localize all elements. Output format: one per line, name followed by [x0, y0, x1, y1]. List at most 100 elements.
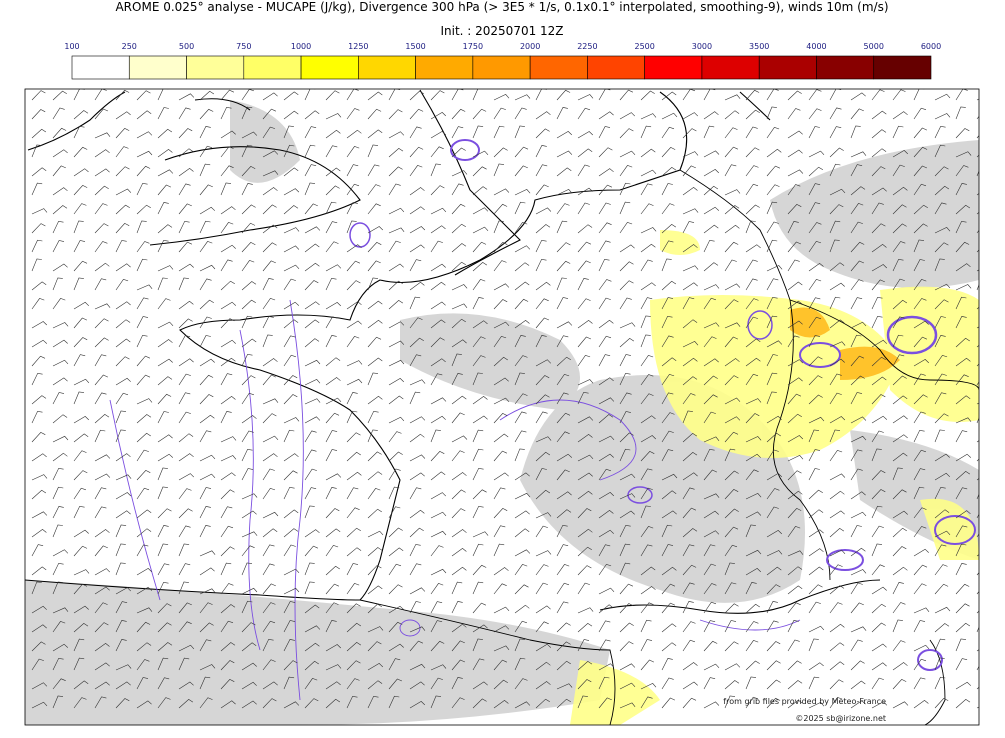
colorbar-tick-label: 1000: [291, 42, 311, 51]
wind-barb: [430, 545, 444, 557]
wind-barb: [52, 205, 68, 215]
wind-barb: [829, 642, 845, 652]
wind-barb: [52, 549, 69, 557]
wind-barb: [850, 416, 867, 424]
wind-barb: [241, 242, 256, 253]
wind-barb: [514, 549, 531, 557]
wind-barb: [115, 681, 131, 690]
wind-barb: [472, 467, 484, 481]
colorbar-segment: [529, 55, 588, 80]
wind-barb: [955, 430, 968, 443]
wind-barb: [241, 510, 257, 519]
wind-barb: [157, 603, 172, 614]
wind-barb: [640, 113, 657, 120]
wind-barb: [514, 678, 528, 690]
wind-barb: [430, 677, 443, 690]
wind-barb: [913, 677, 926, 690]
wind-barb: [703, 436, 720, 443]
wind-barb: [892, 111, 908, 120]
wind-barb: [787, 639, 800, 652]
wind-barb: [136, 470, 151, 481]
wind-barb: [262, 583, 276, 595]
wind-barb: [52, 452, 68, 462]
wind-barb: [115, 474, 132, 481]
wind-barb: [577, 546, 592, 557]
wind-barb: [913, 644, 930, 652]
wind-barb: [556, 321, 573, 329]
wind-barb: [178, 168, 194, 177]
wind-barb: [787, 620, 799, 633]
wind-barb: [808, 335, 821, 348]
wind-barb: [556, 150, 573, 158]
wind-barb: [682, 697, 697, 709]
wind-barb: [682, 128, 697, 139]
wind-barb: [262, 278, 274, 291]
wind-barb: [493, 645, 510, 652]
wind-barb: [283, 144, 295, 158]
wind-barb: [220, 546, 235, 557]
wind-barb: [640, 586, 656, 595]
colorbar-segment: [644, 55, 703, 80]
wind-barb: [766, 126, 780, 139]
wind-barb: [94, 354, 107, 367]
wind-barb: [31, 474, 48, 481]
wind-barb: [262, 297, 276, 310]
wind-barb: [241, 531, 258, 538]
wind-barb: [178, 392, 191, 405]
wind-barb: [241, 299, 256, 310]
wind-barb: [787, 335, 800, 348]
wind-barb: [409, 146, 424, 158]
wind-barb: [598, 435, 615, 443]
wind-barb: [598, 279, 612, 291]
wind-barb: [871, 296, 883, 310]
wind-barb: [325, 583, 340, 595]
wind-barb: [493, 700, 509, 709]
wind-barb: [451, 89, 464, 101]
wind-barb: [850, 547, 866, 557]
wind-barb: [199, 454, 216, 462]
wind-barb: [661, 297, 674, 310]
wind-barb: [724, 680, 740, 690]
wind-barb: [703, 663, 720, 671]
wind-barb: [220, 318, 235, 329]
wind-barb: [304, 487, 317, 500]
wind-barb: [220, 472, 236, 481]
wind-barb: [955, 151, 972, 158]
wind-barb: [892, 452, 908, 462]
colorbar-tick-label: 4000: [806, 42, 826, 51]
wind-barb: [661, 524, 673, 538]
wind-barb: [73, 569, 90, 576]
wind-barb: [157, 376, 173, 386]
wind-barb: [346, 695, 358, 709]
wind-barb: [220, 244, 236, 253]
wind-barb: [346, 378, 363, 386]
wind-barb: [346, 320, 362, 329]
wind-barb: [745, 640, 759, 652]
wind-barb: [493, 543, 505, 557]
wind-barb: [724, 146, 739, 158]
wind-barb: [472, 226, 489, 234]
wind-barb: [388, 183, 401, 196]
wind-barb: [787, 221, 799, 234]
colorbar-tick-label: 5000: [864, 42, 884, 51]
wind-barb: [430, 281, 446, 291]
wind-barb: [388, 378, 405, 386]
wind-barb: [493, 397, 510, 405]
wind-barb: [157, 202, 169, 215]
wind-barb: [325, 113, 342, 120]
wind-barb: [367, 663, 384, 671]
wind-barb: [262, 126, 276, 139]
wind-barb: [157, 697, 171, 709]
wind-barb: [556, 297, 569, 310]
wind-barb: [829, 163, 841, 177]
wind-barb: [766, 449, 779, 462]
wind-barb: [304, 226, 321, 234]
wind-barb: [451, 548, 467, 557]
wind-barb: [73, 301, 90, 310]
wind-barb: [178, 358, 194, 367]
wind-barb: [451, 261, 466, 272]
wind-barb: [577, 94, 594, 101]
wind-barb: [619, 411, 631, 424]
wind-barb: [850, 186, 866, 196]
wind-barb: [388, 109, 403, 120]
